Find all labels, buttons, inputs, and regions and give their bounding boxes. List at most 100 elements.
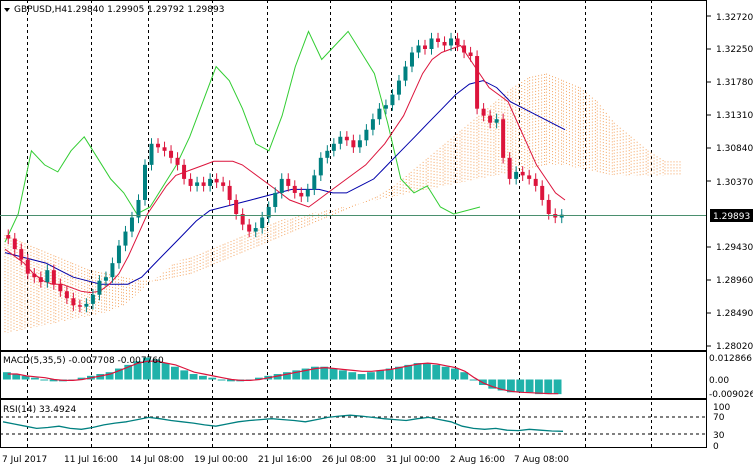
time-tick: 26 Jul 08:00: [322, 455, 376, 465]
candle-body: [344, 136, 349, 141]
candle-body: [357, 140, 362, 148]
candle-body: [90, 294, 95, 304]
candle-body: [58, 284, 63, 292]
macd-histogram-bar: [488, 379, 497, 389]
candle-body: [240, 214, 245, 225]
macd-histogram-bar: [189, 374, 198, 380]
macd-histogram-bar: [451, 368, 459, 380]
macd-histogram-bar: [21, 375, 30, 380]
time-tick: 7 Aug 08:00: [514, 455, 569, 465]
macd-histogram-bar: [357, 374, 366, 380]
candle-body: [299, 192, 304, 197]
candle-body: [449, 38, 454, 46]
candle-body: [182, 164, 187, 179]
macd-histogram-bar: [516, 379, 525, 393]
macd-histogram-bar: [115, 368, 123, 380]
macd-histogram-bar: [497, 379, 506, 391]
candle-body: [25, 259, 30, 274]
price-tick: 1.30370: [716, 178, 753, 188]
candle-body: [475, 56, 480, 109]
candle-body: [370, 119, 375, 130]
macd-pane-border: [0, 351, 707, 399]
candle-body: [129, 217, 134, 232]
macd-histogram-bar: [161, 363, 170, 380]
candle-body: [279, 178, 284, 193]
time-tick: 2 Aug 16:00: [450, 455, 505, 465]
candle-body: [436, 38, 441, 42]
macd-histogram-bar: [432, 364, 441, 380]
candle-body: [149, 143, 154, 165]
candle-body: [84, 303, 89, 307]
macd-histogram-bar: [423, 363, 431, 380]
candle-body: [559, 214, 564, 218]
candle-body: [77, 305, 82, 307]
time-tick: 19 Jul 00:00: [194, 455, 248, 465]
candle-body: [110, 263, 115, 278]
candle-body: [123, 231, 128, 246]
macd-histogram-bar: [124, 364, 133, 380]
candle-body: [38, 277, 43, 283]
candle-body: [364, 129, 369, 141]
macd-histogram-bar: [292, 370, 301, 380]
rsi-axis-0: 0: [713, 442, 719, 452]
macd-histogram-bar: [40, 379, 49, 381]
macd-signal-line: [7, 360, 559, 395]
candle-body: [188, 178, 193, 186]
candle-body: [494, 119, 499, 123]
macd-histogram-bar: [180, 370, 189, 380]
price-tick: 1.29430: [716, 243, 753, 253]
candle-body: [383, 105, 388, 109]
candle-body: [403, 66, 408, 81]
chikou-span-line: [4, 30, 481, 243]
ichimoku-cloud: [4, 73, 681, 334]
candle-body: [32, 273, 37, 278]
candle-body: [12, 238, 17, 250]
macd-histogram-bar: [544, 379, 553, 395]
rsi-axis-100: 100: [713, 403, 730, 413]
candle-body: [221, 182, 226, 186]
macd-histogram-bar: [404, 364, 413, 380]
price-tick: 1.31780: [716, 78, 753, 88]
candle-body: [136, 199, 141, 218]
macd-histogram-bar: [255, 377, 263, 380]
price-tick: 1.30840: [716, 144, 753, 154]
macd-histogram-bar: [227, 379, 235, 382]
macd-histogram-bar: [217, 379, 226, 381]
macd-histogram-bar: [96, 374, 105, 380]
candle-body: [64, 291, 69, 299]
candle-body: [156, 143, 161, 148]
candle-body: [488, 115, 493, 123]
macd-histogram-bar: [301, 368, 310, 380]
candle-body: [273, 192, 278, 207]
candle-body: [71, 298, 76, 306]
macd-histogram-bar: [133, 361, 142, 380]
time-tick: 14 Jul 08:00: [130, 455, 184, 465]
price-tick: 1.31310: [716, 111, 753, 121]
candle-body: [305, 189, 310, 197]
time-tick: 21 Jul 16:00: [258, 455, 312, 465]
macd-histogram-bar: [469, 379, 478, 381]
candle-body: [292, 185, 297, 193]
time-axis: 7 Jul 2017 11 Jul 16:00 14 Jul 08:00 19 …: [2, 455, 569, 465]
macd-histogram-bar: [329, 368, 338, 380]
macd-histogram-bar: [208, 377, 217, 380]
rsi-axis-70: 70: [713, 413, 725, 423]
candle-body: [351, 140, 356, 148]
time-tick: 31 Jul 00:00: [386, 455, 440, 465]
candle-body: [6, 235, 11, 239]
macd-histogram-bar: [49, 379, 58, 382]
candle-body: [455, 38, 460, 46]
tenkan-sen-line: [4, 44, 566, 294]
macd-histogram-bar: [460, 372, 469, 380]
kijun-sen-line: [4, 80, 566, 285]
candle-body: [423, 45, 427, 49]
candle-body: [143, 164, 147, 200]
macd-histogram-bar: [376, 370, 385, 380]
svg-text:1.29893: 1.29893: [713, 212, 750, 222]
dropdown-triangle-icon[interactable]: [4, 8, 10, 12]
candle-body: [45, 270, 50, 283]
rsi-label: RSI(14) 33.4924: [3, 405, 76, 415]
price-axis: 1.32720 1.32250 1.31780 1.31310 1.30840 …: [706, 13, 753, 352]
macd-histogram-bar: [199, 375, 207, 380]
